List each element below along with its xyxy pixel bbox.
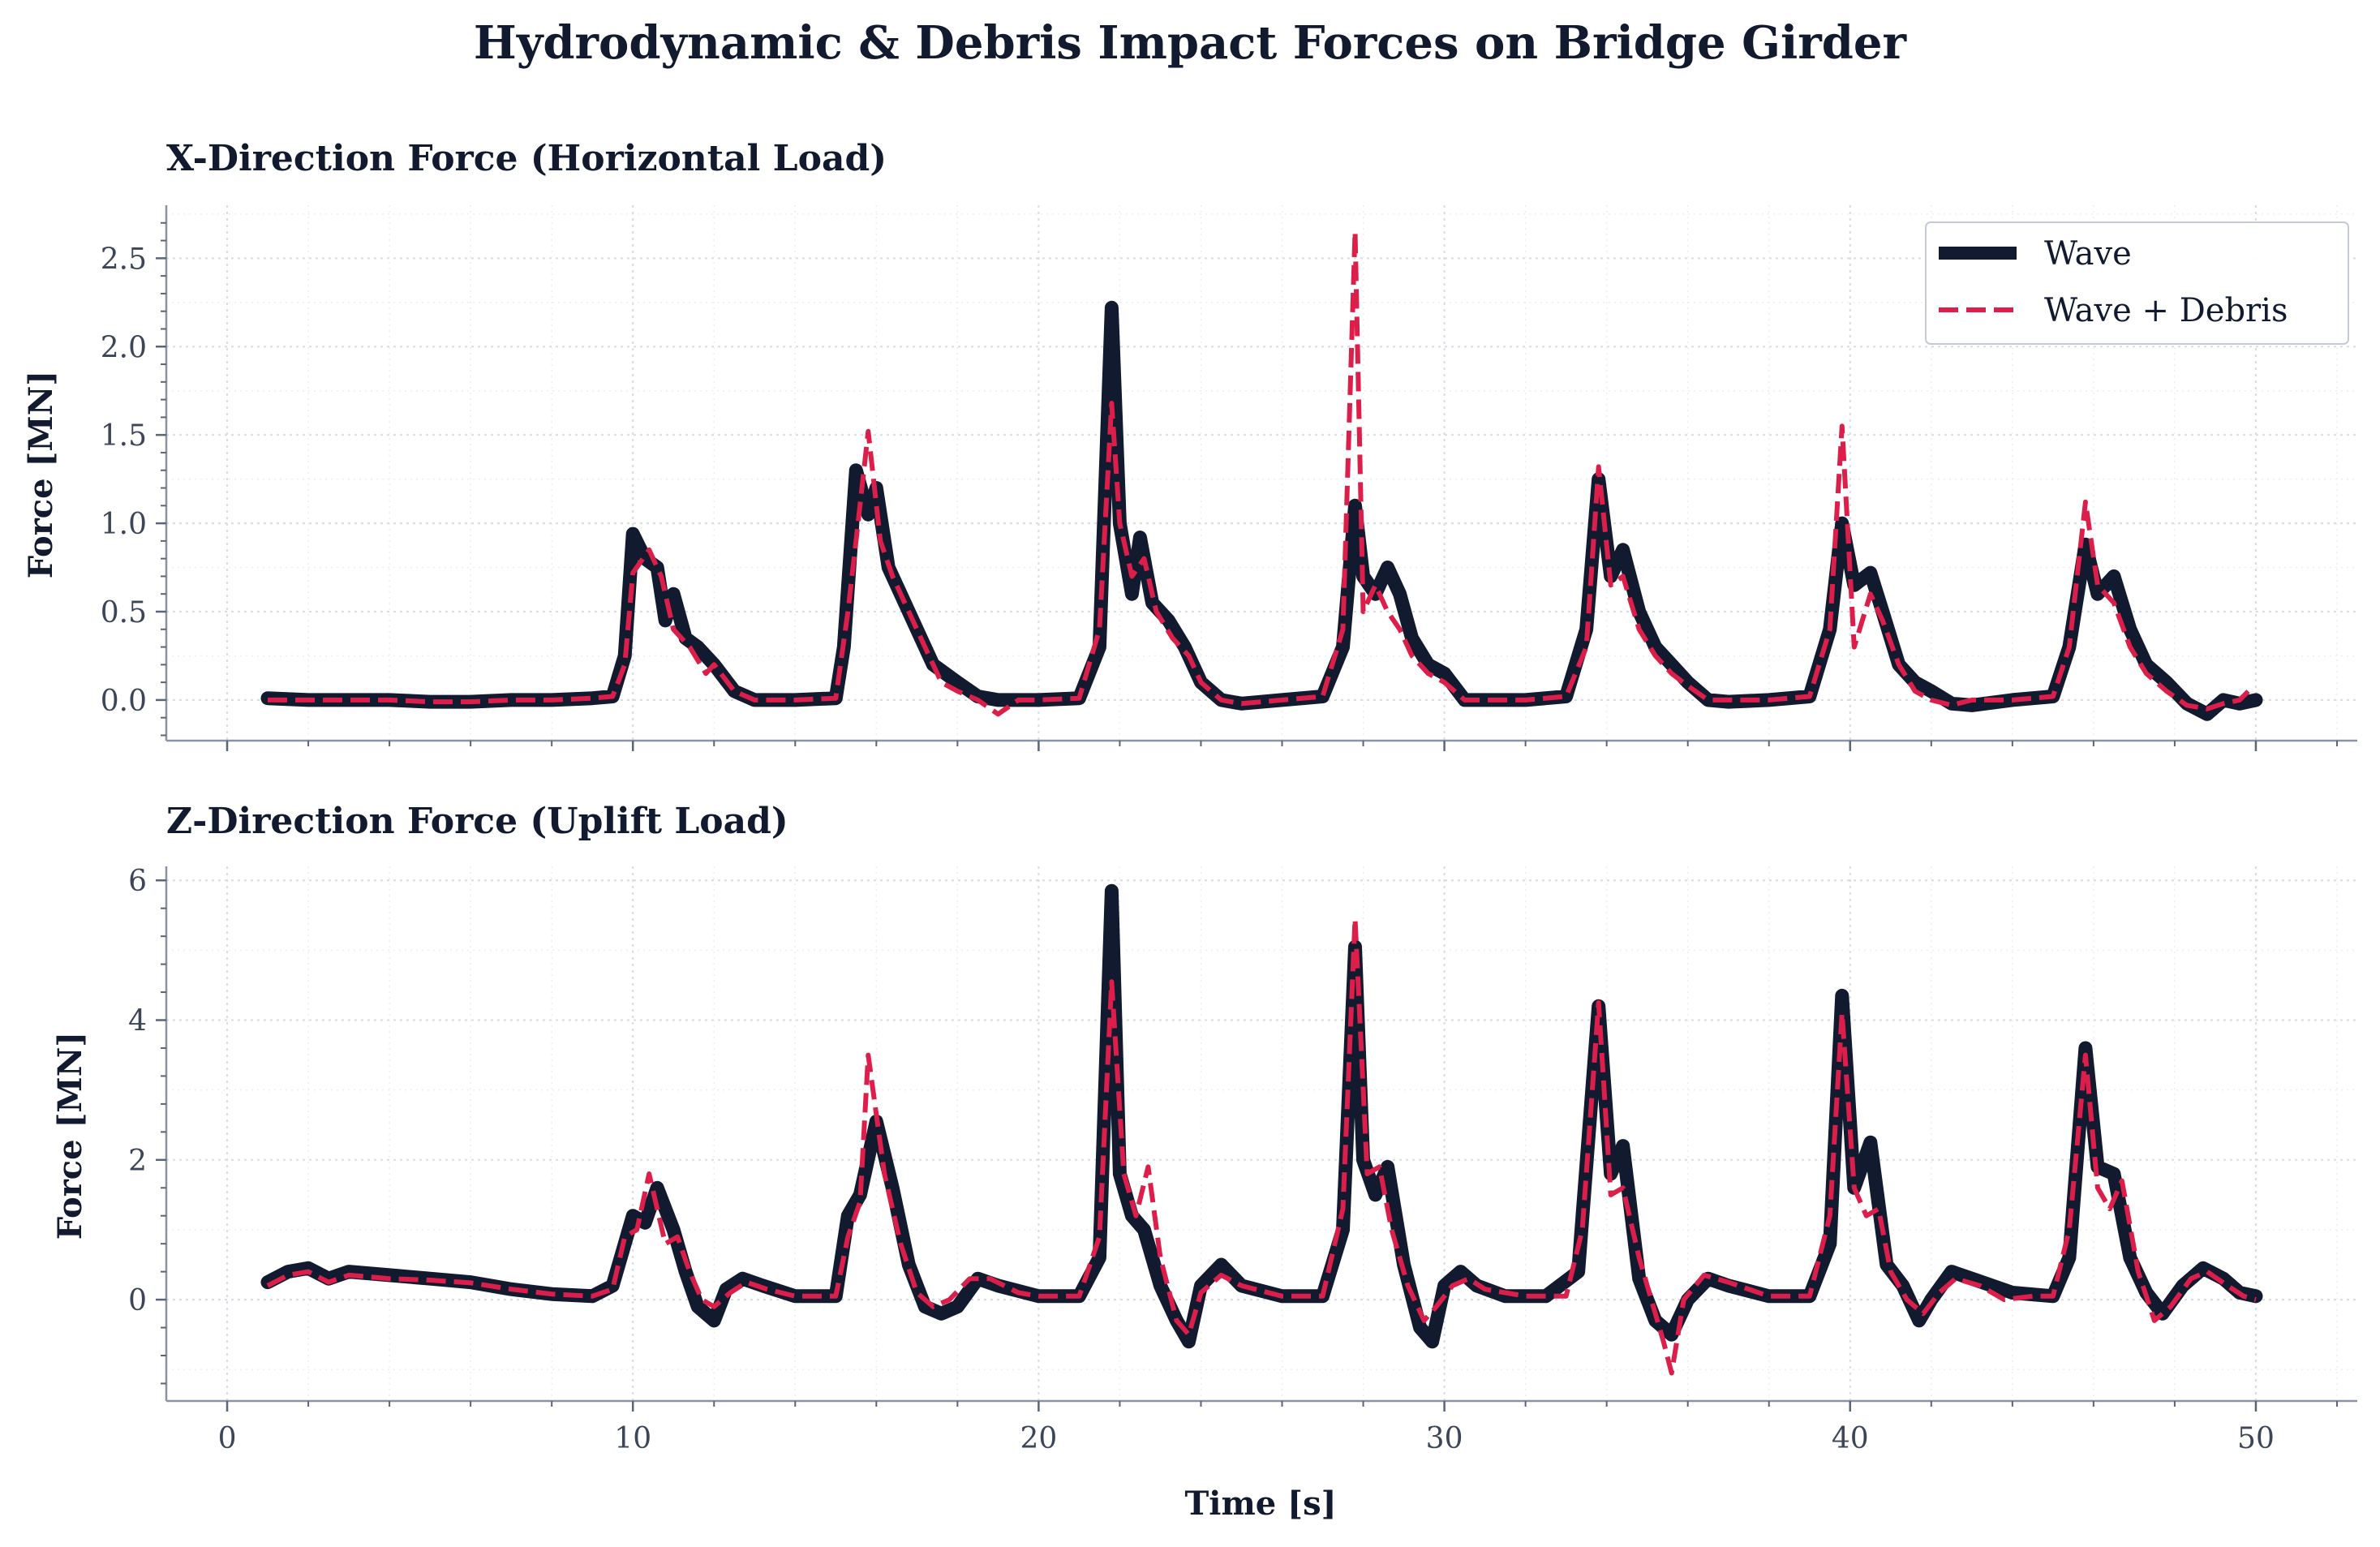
x-panel-title: X-Direction Force (Horizontal Load) bbox=[166, 138, 887, 179]
x-panel-grid bbox=[166, 205, 2357, 741]
y-tick-label: 0.5 bbox=[101, 596, 147, 630]
z-panel-axes: 0 10 20 30 40 50 0 2 4 6 bbox=[128, 865, 2357, 1455]
y-tick-label: 4 bbox=[128, 1005, 147, 1038]
y-tick-label: 6 bbox=[128, 865, 147, 898]
x-force-panel: X-Direction Force (Horizontal Load) 0.00… bbox=[22, 138, 2357, 751]
z-panel-title: Z-Direction Force (Uplift Load) bbox=[166, 801, 788, 842]
legend-debris-label: Wave + Debris bbox=[2044, 292, 2288, 329]
x-axis-label: Time [s] bbox=[1184, 1485, 1336, 1523]
y-tick-label: 2 bbox=[128, 1145, 147, 1178]
figure-suptitle: Hydrodynamic & Debris Impact Forces on B… bbox=[474, 16, 1908, 70]
y-tick-label: 0.0 bbox=[101, 685, 147, 718]
x-panel-ylabel: Force [MN] bbox=[22, 371, 60, 578]
wave-debris-series-line bbox=[266, 916, 2257, 1376]
y-tick-label: 2.0 bbox=[101, 331, 147, 364]
x-panel-axes: 0.0 0.5 1.0 1.5 2.0 2.5 bbox=[101, 205, 2357, 751]
wave-debris-series-line bbox=[268, 229, 2254, 717]
y-tick-label: 1.0 bbox=[101, 508, 147, 541]
x-tick-label: 40 bbox=[1832, 1422, 1869, 1455]
wave-series-line bbox=[260, 300, 2263, 721]
y-tick-label: 0 bbox=[128, 1284, 147, 1317]
x-tick-label: 10 bbox=[614, 1422, 651, 1455]
x-panel-series bbox=[260, 229, 2263, 721]
legend: Wave Wave + Debris bbox=[1925, 221, 2349, 345]
z-panel-series bbox=[260, 883, 2263, 1376]
y-tick-label: 1.5 bbox=[101, 419, 147, 453]
x-tick-label: 50 bbox=[2237, 1422, 2275, 1455]
z-force-panel: Z-Direction Force (Uplift Load) 0 10 20 30 4… bbox=[51, 801, 2357, 1523]
z-panel-ylabel: Force [MN] bbox=[51, 1032, 89, 1240]
y-tick-label: 2.5 bbox=[101, 243, 147, 276]
x-tick-label: 30 bbox=[1426, 1422, 1463, 1455]
legend-wave-label: Wave bbox=[2044, 235, 2132, 273]
x-tick-label: 20 bbox=[1020, 1422, 1057, 1455]
x-tick-label: 0 bbox=[218, 1422, 237, 1455]
